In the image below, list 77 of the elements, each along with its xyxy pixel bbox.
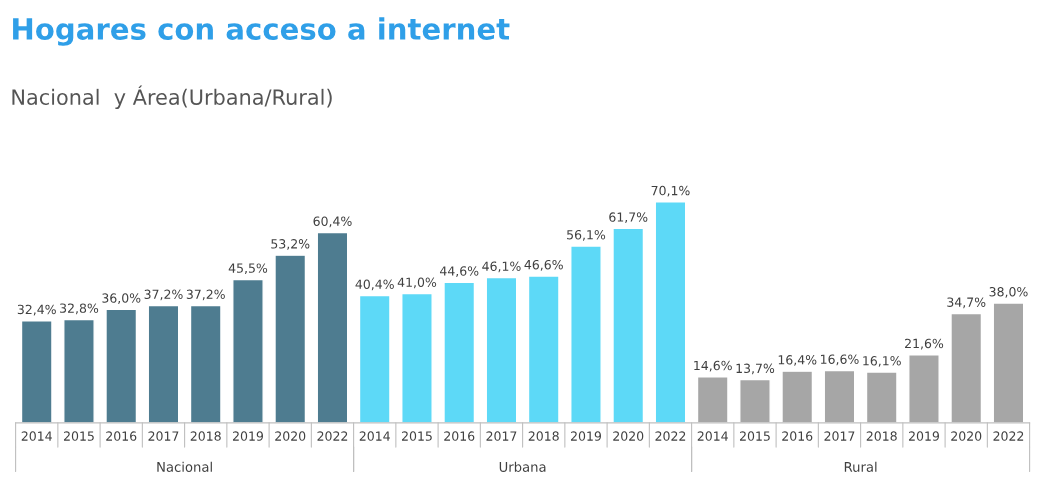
data-label: 16,1% (863, 356, 901, 367)
bar (63, 318, 95, 423)
x-tick-label: 2016 (106, 431, 137, 441)
data-label: 46,6% (524, 259, 563, 271)
data-label: 32,4% (17, 304, 56, 316)
data-label: 16,6% (820, 354, 859, 366)
x-tick-label: 2020 (613, 431, 644, 441)
x-tick-label: 2016 (782, 431, 813, 441)
text: Urbana (499, 461, 546, 472)
chart-title: Hogares con acceso a internet (13, 17, 510, 46)
x-tick-label: 2015 (401, 431, 432, 441)
x-tick-label: 2014 (21, 431, 52, 441)
x-tick-label: 2015 (63, 431, 94, 441)
x-tick-label: 2017 (148, 431, 179, 441)
text: Nacional (157, 461, 212, 472)
x-tick-label: 2018 (528, 431, 559, 441)
bar (401, 292, 433, 423)
data-label: 70,1% (651, 185, 690, 197)
bar (570, 245, 602, 423)
data-label: 45,5% (228, 263, 268, 275)
data-label: 34,7% (947, 297, 986, 309)
text: Rural (844, 461, 877, 472)
chart-subtitle: Nacional y Área(Urbana/Rural) (12, 85, 332, 109)
data-label: 36,0% (102, 293, 141, 305)
data-label: 40,4% (355, 279, 394, 291)
bar (189, 304, 222, 423)
bar (358, 294, 391, 423)
bar (105, 308, 138, 423)
data-label: 32,8% (60, 303, 99, 315)
x-tick-label: 2018 (866, 431, 897, 441)
bar (781, 370, 814, 423)
bar (654, 201, 687, 423)
data-label: 53,2% (271, 239, 310, 250)
bar (950, 312, 983, 423)
data-label: 44,6% (439, 266, 479, 277)
bar (612, 227, 645, 423)
bar (527, 275, 560, 423)
data-label: 46,1% (482, 261, 521, 273)
bar (232, 278, 264, 423)
x-tick-label: 2015 (739, 431, 770, 441)
x-tick-label: 2014 (697, 431, 728, 441)
data-label: 37,2% (186, 289, 225, 301)
data-label: 14,6% (694, 360, 732, 372)
bar (443, 281, 476, 423)
x-tick-label: 2019 (232, 431, 263, 441)
bar (992, 302, 1025, 423)
bar (696, 376, 729, 423)
data-label: 21,6% (905, 338, 944, 350)
x-tick-label: 2016 (444, 431, 475, 441)
data-label: 60,4% (313, 216, 352, 228)
data-label: 41,0% (397, 277, 437, 289)
data-label: 37,2% (144, 289, 183, 301)
x-tick-label: 2022 (993, 431, 1024, 441)
data-label: 16,4% (778, 355, 817, 366)
bar (316, 231, 349, 423)
bar (485, 276, 518, 423)
data-label: 38,0% (989, 287, 1028, 298)
bar (908, 354, 940, 423)
data-label: 56,1% (567, 229, 606, 241)
x-tick-label: 2018 (190, 431, 221, 441)
bar (865, 371, 898, 423)
x-tick-label: 2020 (275, 431, 306, 441)
bar (147, 304, 180, 423)
x-tick-label: 2019 (908, 431, 939, 441)
bar (823, 369, 856, 423)
x-tick-label: 2019 (570, 431, 601, 441)
x-tick-label: 2014 (359, 431, 390, 441)
x-tick-label: 2022 (655, 431, 686, 441)
bar (739, 378, 771, 423)
data-label: 13,7% (736, 363, 775, 375)
x-tick-label: 2022 (317, 431, 348, 441)
x-tick-label: 2017 (486, 431, 517, 441)
x-tick-label: 2020 (951, 431, 982, 441)
data-label: 61,7% (609, 212, 648, 224)
bar (20, 320, 53, 423)
bar (274, 254, 307, 423)
x-tick-label: 2017 (824, 431, 855, 441)
